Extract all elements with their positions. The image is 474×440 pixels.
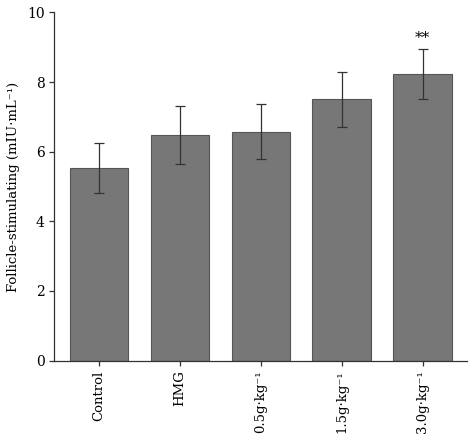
Y-axis label: Follicle-stimulating (mIU·mL⁻¹): Follicle-stimulating (mIU·mL⁻¹) <box>7 81 20 292</box>
Bar <box>70 169 128 361</box>
Bar <box>231 132 290 361</box>
Bar <box>151 135 209 361</box>
Text: **: ** <box>415 31 430 45</box>
Bar <box>393 74 452 361</box>
Bar <box>312 99 371 361</box>
